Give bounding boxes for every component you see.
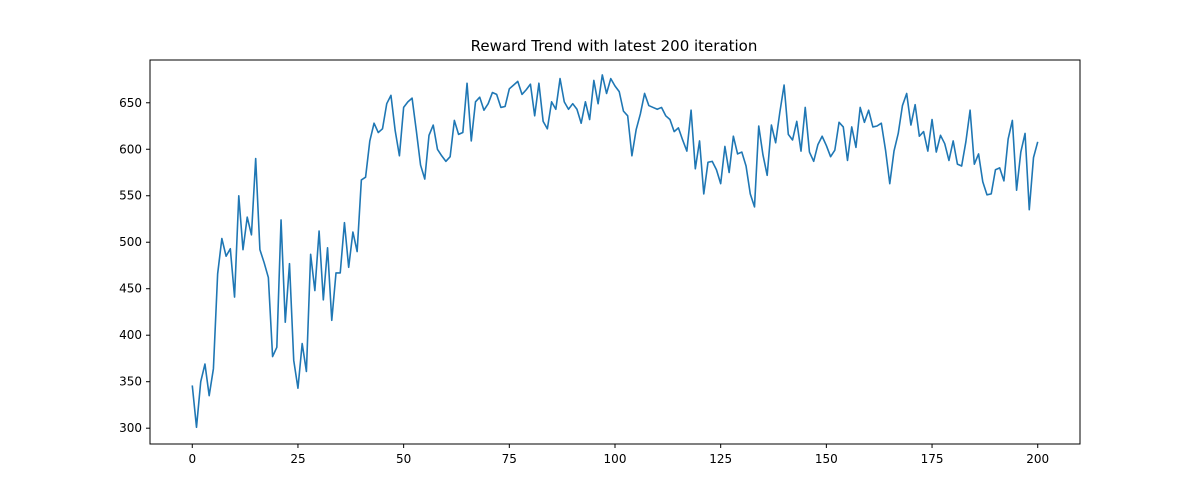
x-tick-label: 150 (815, 452, 838, 466)
x-tick-label: 25 (290, 452, 305, 466)
chart-title: Reward Trend with latest 200 iteration (471, 37, 758, 55)
y-tick-label: 600 (119, 142, 142, 156)
x-axis-ticks: 0 25 50 75 100 125 150 175 200 (188, 444, 1049, 466)
x-tick-label: 175 (921, 452, 944, 466)
x-tick-label: 100 (604, 452, 627, 466)
plot-frame (149, 59, 1081, 445)
x-tick-label: 50 (396, 452, 411, 466)
y-tick-label: 350 (119, 375, 142, 389)
x-tick-label: 200 (1026, 452, 1049, 466)
y-tick-label: 650 (119, 96, 142, 110)
series-line (191, 74, 1039, 429)
y-tick-label: 400 (119, 328, 142, 342)
x-tick-label: 75 (502, 452, 517, 466)
y-axis-ticks: 300 350 400 450 500 550 600 650 (119, 96, 150, 435)
x-tick-label: 0 (188, 452, 196, 466)
y-tick-label: 450 (119, 282, 142, 296)
y-tick-label: 300 (119, 421, 142, 435)
y-tick-label: 550 (119, 189, 142, 203)
x-tick-label: 125 (709, 452, 732, 466)
y-tick-label: 500 (119, 235, 142, 249)
